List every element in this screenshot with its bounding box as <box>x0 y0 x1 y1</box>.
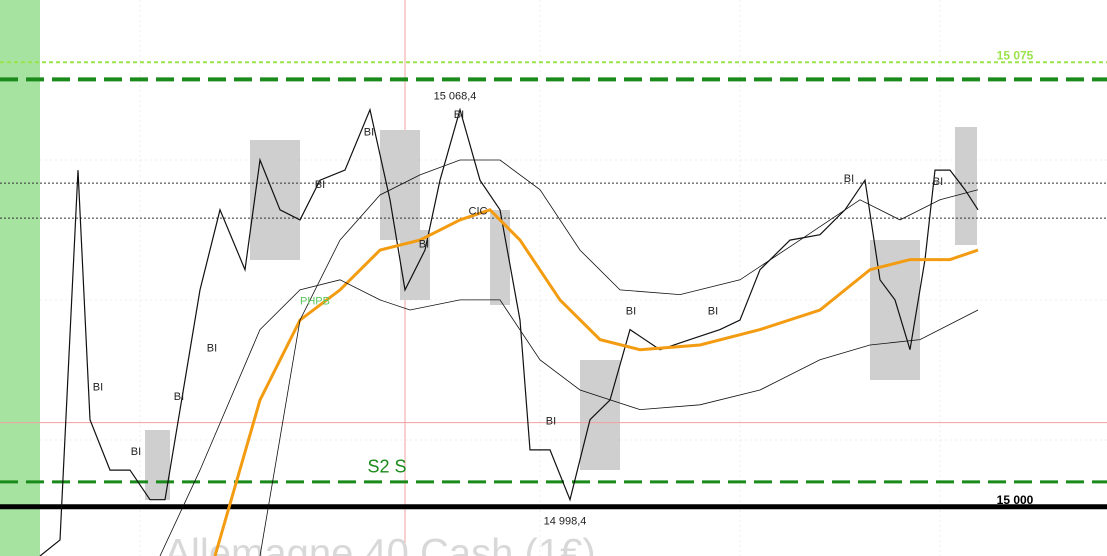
annotation: 15 068,4 <box>434 91 477 103</box>
level-label: 15 075 <box>997 48 1034 62</box>
level-label: 15 000 <box>997 493 1034 507</box>
annotation: PHPB <box>300 296 330 308</box>
annotation: 14 998,4 <box>544 516 587 528</box>
annotation: BI <box>546 415 556 427</box>
annotation: BI <box>207 342 217 354</box>
background-grid <box>40 0 1107 556</box>
zones <box>145 127 977 500</box>
annotation: BI <box>933 176 943 188</box>
annotation: BI <box>315 179 325 191</box>
level-label: S2 S <box>367 457 406 477</box>
annotation: BI <box>131 446 141 458</box>
series-line <box>39 107 979 556</box>
annotation: BI <box>364 127 374 139</box>
annotation: BI <box>708 306 718 318</box>
annotation: BI <box>454 109 464 121</box>
annotation: CIC <box>469 206 488 218</box>
watermark: Allemagne 40 Cash (1€) <box>164 532 595 556</box>
annotation: BI <box>844 173 854 185</box>
annotation: BI <box>419 239 429 251</box>
series-line <box>159 279 979 556</box>
annotation: BI <box>93 382 103 394</box>
annotation: BI <box>626 306 636 318</box>
series-line <box>213 208 979 556</box>
session-band <box>0 0 40 556</box>
annotation: BI <box>174 391 184 403</box>
series-line <box>259 159 979 556</box>
